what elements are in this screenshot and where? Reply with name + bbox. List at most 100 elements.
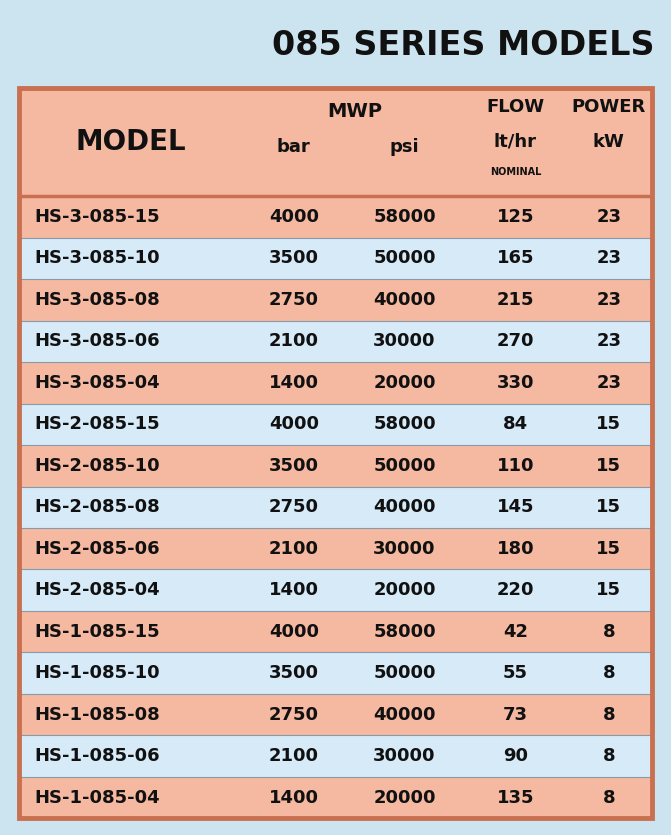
Text: 23: 23 — [597, 374, 621, 392]
Text: 40000: 40000 — [373, 291, 435, 309]
Text: HS-2-085-10: HS-2-085-10 — [34, 457, 160, 475]
Text: 23: 23 — [597, 250, 621, 267]
Bar — [19, 445, 652, 487]
Text: POWER: POWER — [572, 99, 646, 116]
Text: MWP: MWP — [327, 102, 382, 121]
Text: HS-1-085-08: HS-1-085-08 — [34, 706, 160, 724]
Text: 58000: 58000 — [373, 208, 436, 226]
Text: 4000: 4000 — [268, 415, 319, 433]
Text: 165: 165 — [497, 250, 534, 267]
Text: HS-1-085-06: HS-1-085-06 — [34, 747, 160, 765]
Text: 20000: 20000 — [373, 581, 435, 600]
Text: FLOW: FLOW — [486, 99, 544, 116]
Text: 20000: 20000 — [373, 374, 435, 392]
Text: 90: 90 — [503, 747, 528, 765]
Bar — [19, 238, 652, 279]
Text: 50000: 50000 — [373, 250, 435, 267]
Text: 8: 8 — [603, 706, 615, 724]
Bar — [19, 487, 652, 528]
Text: 1400: 1400 — [268, 788, 319, 807]
Text: 23: 23 — [597, 208, 621, 226]
Text: lt/hr: lt/hr — [494, 133, 537, 151]
Text: HS-3-085-04: HS-3-085-04 — [34, 374, 160, 392]
Text: 215: 215 — [497, 291, 534, 309]
Text: 58000: 58000 — [373, 623, 436, 640]
Text: 330: 330 — [497, 374, 534, 392]
Text: 3500: 3500 — [268, 457, 319, 475]
Text: 15: 15 — [597, 539, 621, 558]
Text: 50000: 50000 — [373, 457, 435, 475]
Bar — [19, 736, 652, 777]
Bar — [19, 652, 652, 694]
Bar — [19, 88, 652, 196]
Text: NOMINAL: NOMINAL — [490, 167, 541, 177]
Bar — [19, 362, 652, 403]
Text: 2100: 2100 — [268, 747, 319, 765]
Text: 30000: 30000 — [373, 332, 435, 351]
Text: 3500: 3500 — [268, 250, 319, 267]
Text: 4000: 4000 — [268, 623, 319, 640]
Text: 1400: 1400 — [268, 581, 319, 600]
Text: 40000: 40000 — [373, 498, 435, 516]
Text: bar: bar — [277, 139, 311, 156]
Text: 84: 84 — [503, 415, 528, 433]
Bar — [19, 569, 652, 611]
Text: 15: 15 — [597, 581, 621, 600]
Text: 73: 73 — [503, 706, 528, 724]
Text: 220: 220 — [497, 581, 534, 600]
Text: HS-3-085-06: HS-3-085-06 — [34, 332, 160, 351]
Text: 15: 15 — [597, 415, 621, 433]
Text: 2750: 2750 — [268, 291, 319, 309]
Text: 085 SERIES MODELS: 085 SERIES MODELS — [272, 29, 654, 63]
Text: 2100: 2100 — [268, 332, 319, 351]
Text: 30000: 30000 — [373, 747, 435, 765]
Bar — [19, 403, 652, 445]
Text: 8: 8 — [603, 747, 615, 765]
Bar — [19, 528, 652, 569]
Text: HS-1-085-10: HS-1-085-10 — [34, 664, 160, 682]
Text: 23: 23 — [597, 291, 621, 309]
Text: kW: kW — [593, 133, 625, 151]
Text: HS-2-085-04: HS-2-085-04 — [34, 581, 160, 600]
Bar — [19, 694, 652, 736]
Text: HS-3-085-08: HS-3-085-08 — [34, 291, 160, 309]
Text: 3500: 3500 — [268, 664, 319, 682]
Text: 180: 180 — [497, 539, 534, 558]
Bar — [19, 279, 652, 321]
Text: HS-2-085-15: HS-2-085-15 — [34, 415, 160, 433]
Text: 1400: 1400 — [268, 374, 319, 392]
Text: 23: 23 — [597, 332, 621, 351]
Text: 42: 42 — [503, 623, 528, 640]
Text: HS-2-085-08: HS-2-085-08 — [34, 498, 160, 516]
Text: 2100: 2100 — [268, 539, 319, 558]
Text: MODEL: MODEL — [76, 128, 187, 156]
Bar — [19, 777, 652, 818]
Text: 58000: 58000 — [373, 415, 436, 433]
Bar — [19, 321, 652, 362]
Text: psi: psi — [390, 139, 419, 156]
Bar — [19, 611, 652, 652]
Text: HS-1-085-15: HS-1-085-15 — [34, 623, 160, 640]
Text: HS-3-085-10: HS-3-085-10 — [34, 250, 160, 267]
Text: 4000: 4000 — [268, 208, 319, 226]
Text: 2750: 2750 — [268, 498, 319, 516]
Text: 15: 15 — [597, 498, 621, 516]
Text: 50000: 50000 — [373, 664, 435, 682]
Text: 8: 8 — [603, 623, 615, 640]
Text: 2750: 2750 — [268, 706, 319, 724]
Text: 30000: 30000 — [373, 539, 435, 558]
Text: 40000: 40000 — [373, 706, 435, 724]
Text: 135: 135 — [497, 788, 534, 807]
Text: 145: 145 — [497, 498, 534, 516]
Bar — [19, 88, 652, 818]
Text: HS-2-085-06: HS-2-085-06 — [34, 539, 160, 558]
Text: 8: 8 — [603, 664, 615, 682]
Text: 125: 125 — [497, 208, 534, 226]
Text: HS-3-085-15: HS-3-085-15 — [34, 208, 160, 226]
Text: 8: 8 — [603, 788, 615, 807]
Text: 270: 270 — [497, 332, 534, 351]
Text: 20000: 20000 — [373, 788, 435, 807]
Text: HS-1-085-04: HS-1-085-04 — [34, 788, 160, 807]
Bar — [19, 196, 652, 238]
Text: 15: 15 — [597, 457, 621, 475]
